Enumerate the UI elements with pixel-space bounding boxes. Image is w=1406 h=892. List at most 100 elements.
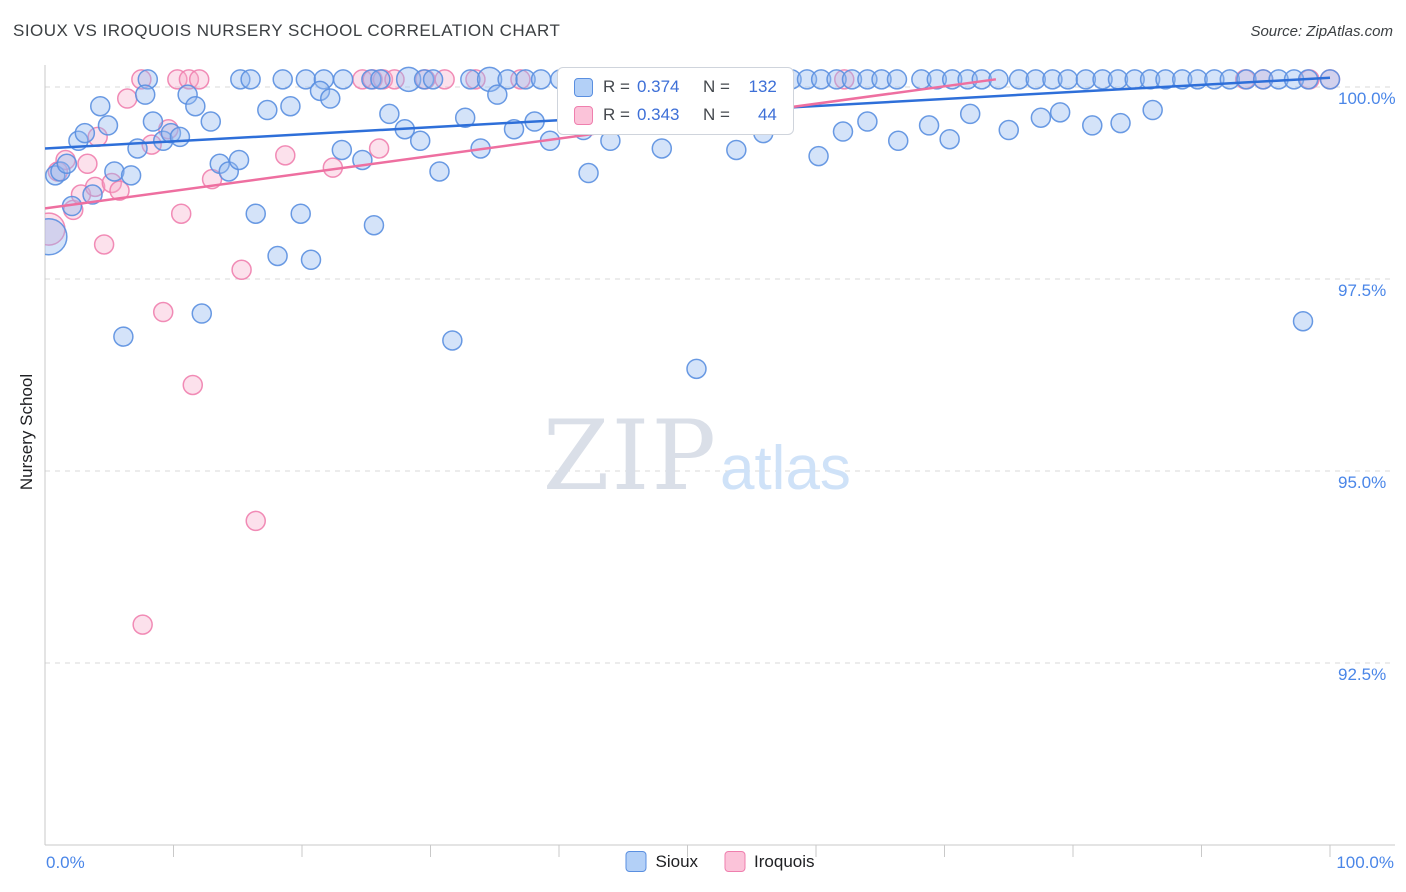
- scatter-point-sioux: [939, 128, 960, 150]
- legend-item-iroquois: Iroquois: [724, 851, 815, 872]
- scatter-point-sioux: [808, 145, 829, 167]
- source-attribution: Source: ZipAtlas.com: [1250, 23, 1393, 40]
- x-axis-min-label: 0.0%: [46, 853, 85, 872]
- scatter-point-sioux: [857, 69, 878, 90]
- iroquois-legend-swatch-icon: [724, 851, 746, 872]
- scatter-point-sioux: [142, 111, 164, 132]
- scatter-point-sioux: [1155, 69, 1176, 90]
- sioux-swatch-icon: [574, 77, 593, 97]
- scatter-point-sioux: [918, 115, 940, 136]
- scatter-point-sioux: [104, 161, 125, 182]
- scatter-point-sioux: [1008, 69, 1030, 90]
- y-axis-title: Nursery School: [17, 373, 36, 491]
- scatter-point-iroquois: [245, 510, 266, 532]
- scatter-point-sioux: [1092, 69, 1113, 90]
- scatter-point-iroquois: [368, 138, 390, 159]
- scatter-point-sioux: [959, 103, 981, 125]
- scatter-point-sioux: [503, 118, 525, 140]
- scatter-point-sioux: [1110, 112, 1131, 134]
- scatter-point-sioux: [1236, 69, 1257, 90]
- scatter-point-sioux: [1025, 69, 1046, 90]
- scatter-point-sioux: [379, 103, 400, 125]
- scatter-point-sioux: [887, 130, 909, 152]
- scatter-point-sioux: [309, 80, 331, 102]
- scatter-point-sioux: [320, 88, 341, 109]
- scatter-point-iroquois: [434, 69, 455, 90]
- scatter-point-sioux: [530, 69, 552, 90]
- scatter-point-sioux: [857, 111, 878, 132]
- scatter-point-iroquois: [131, 69, 152, 90]
- scatter-point-iroquois: [384, 69, 405, 90]
- scatter-point-sioux: [810, 69, 832, 90]
- scatter-point-sioux: [1292, 310, 1314, 332]
- scatter-point-sioux: [926, 69, 948, 90]
- scatter-point-sioux: [290, 203, 311, 224]
- scatter-point-iroquois: [152, 301, 174, 323]
- trend-line-iroquois: [45, 78, 997, 210]
- scatter-point-sioux: [1171, 69, 1193, 90]
- r-label: R =: [603, 105, 630, 124]
- scatter-point-sioux: [177, 84, 198, 105]
- scatter-point-sioux: [429, 161, 450, 182]
- scatter-point-sioux: [1075, 69, 1097, 90]
- scatter-point-sioux: [280, 95, 301, 117]
- n-label: N =: [702, 77, 730, 96]
- scatter-point-sioux: [395, 66, 422, 93]
- scatter-point-sioux: [1030, 107, 1052, 128]
- scatter-point-sioux: [56, 153, 78, 175]
- scatter-point-sioux: [240, 69, 261, 90]
- scatter-point-iroquois: [465, 69, 486, 90]
- scatter-point-sioux: [82, 184, 103, 205]
- scatter-point-sioux: [1252, 69, 1274, 90]
- y-tick-label: 95.0%: [1338, 473, 1386, 492]
- scatter-point-iroquois: [132, 614, 153, 635]
- scatter-point-sioux: [1142, 99, 1163, 121]
- scatter-point-iroquois: [188, 69, 210, 90]
- scatter-point-sioux: [370, 69, 391, 90]
- scatter-point-iroquois: [77, 153, 98, 175]
- scatter-point-sioux: [1049, 102, 1071, 123]
- iroquois-swatch-icon: [574, 105, 593, 125]
- scatter-point-iroquois: [170, 203, 192, 224]
- scatter-point-iroquois: [182, 374, 204, 396]
- scatter-point-sioux: [200, 111, 222, 132]
- legend-item-sioux: Sioux: [625, 851, 698, 872]
- y-tick-label: 97.5%: [1338, 281, 1386, 300]
- scatter-point-sioux: [97, 115, 119, 136]
- scatter-point-sioux: [832, 121, 854, 142]
- scatter-point-sioux: [871, 69, 892, 90]
- scatter-point-iroquois: [231, 259, 252, 281]
- scatter-point-sioux: [272, 69, 293, 90]
- n-value-iroquois: 44: [757, 105, 777, 124]
- scatter-point-sioux: [686, 358, 707, 380]
- n-value-sioux: 132: [748, 77, 777, 96]
- scatter-point-sioux: [218, 161, 240, 182]
- scatter-point-iroquois: [834, 69, 855, 90]
- scatter-point-sioux: [1042, 69, 1063, 90]
- scatter-point-sioux: [90, 95, 111, 117]
- scatter-point-sioux: [45, 218, 68, 256]
- scatter-point-sioux: [515, 69, 536, 90]
- stats-row-iroquois: R = 0.343 N = 44: [574, 105, 777, 125]
- scatter-point-sioux: [422, 69, 444, 90]
- scatter-point-sioux: [332, 69, 354, 90]
- r-value-iroquois: 0.343: [636, 105, 680, 124]
- scatter-point-sioux: [886, 69, 908, 90]
- scatter-point-iroquois: [275, 145, 296, 166]
- legend-label-iroquois: Iroquois: [754, 851, 815, 871]
- scatter-point-sioux: [998, 119, 1019, 141]
- scatter-point-sioux: [331, 139, 353, 161]
- scatter-point-sioux: [74, 122, 96, 144]
- x-axis-max-label: 100.0%: [1336, 853, 1394, 872]
- scatter-point-iroquois: [167, 69, 188, 90]
- scatter-point-iroquois: [178, 69, 200, 90]
- scatter-point-sioux: [460, 69, 481, 90]
- scatter-point-sioux: [796, 69, 818, 90]
- stats-row-sioux: R = 0.374 N = 132: [574, 77, 777, 97]
- legend-label-sioux: Sioux: [655, 851, 699, 871]
- y-tick-label: 100.0%: [1338, 89, 1396, 108]
- series-legend: Sioux Iroquois: [625, 851, 815, 872]
- scatter-point-iroquois: [109, 180, 130, 201]
